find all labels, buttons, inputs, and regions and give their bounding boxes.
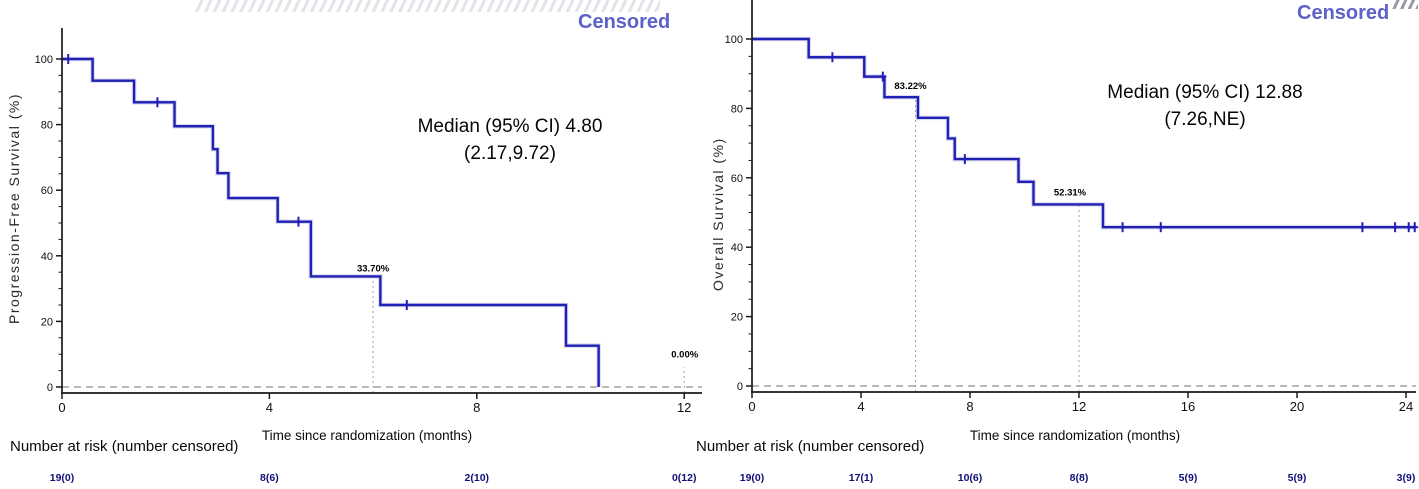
y-tick-label: 40 [41,251,53,263]
y-tick-label: 60 [731,173,743,185]
x-tick-label: 4 [266,400,273,415]
risk-value: 8(8) [1070,472,1089,484]
y-tick-label: 60 [41,185,53,197]
censor-mark [1405,222,1413,233]
risk-value: 5(9) [1288,472,1307,484]
os-risk-header: Number at risk (number censored) [696,438,925,455]
percent-annotation: 52.31% [1054,187,1087,198]
x-tick-label: 8 [966,399,973,414]
os-median-line1: Median (95% CI) 12.88 [1107,82,1303,103]
y-tick-label: 100 [725,34,743,46]
censor-mark [1157,222,1165,233]
pfs-censored-legend: Censored [578,11,671,33]
censor-mark [64,54,72,64]
os-censored-legend: Censored [1297,2,1390,24]
artifact-hatch-band [195,0,660,12]
pfs-km-plot: 33.70% 0.00% 0 20 40 60 80 100 0 4 8 12 19(0) 8(6) 2(1… [35,28,702,484]
censor-mark [879,71,887,82]
x-tick-label: 12 [677,400,691,415]
pfs-x-axis-title: Time since randomization (months) [261,428,473,443]
pfs-median-line2: (2.17,9.72) [464,143,556,164]
os-x-axis-title: Time since randomization (months) [969,428,1181,443]
risk-value: 5(9) [1179,472,1198,484]
censor-mark [1411,222,1419,233]
y-tick-label: 80 [731,103,743,115]
censor-mark [403,300,411,310]
x-tick-label: 8 [473,400,480,415]
artifact-marks [1392,0,1418,9]
x-tick-label: 20 [1290,399,1304,414]
censor-mark [961,154,969,165]
km-curve-halo [62,56,601,387]
x-tick-label: 0 [58,400,65,415]
risk-value: 3(9) [1397,472,1416,484]
y-tick-label: 0 [737,381,743,393]
km-curve-halo [752,36,1416,230]
km-curve [62,57,600,387]
risk-value: 10(6) [958,472,983,484]
percent-annotation: 0.00% [671,349,698,360]
x-tick-label: 4 [857,399,864,414]
km-curve [752,37,1416,229]
x-tick-label: 16 [1181,399,1195,414]
censor-mark [1391,222,1399,233]
y-tick-label: 0 [47,382,53,394]
y-tick-label: 40 [731,242,743,254]
risk-value: 8(6) [260,472,279,484]
x-tick-label: 12 [1072,399,1086,414]
y-tick-label: 80 [41,120,53,132]
y-tick-label: 20 [41,316,53,328]
risk-value: 0(12) [672,472,697,484]
risk-value: 19(0) [740,472,765,484]
censor-mark [828,52,836,63]
censor-mark [1119,222,1127,233]
y-tick-label: 100 [35,54,53,66]
pfs-median-line1: Median (95% CI) 4.80 [417,116,603,137]
risk-value: 19(0) [50,472,75,484]
x-tick-label: 0 [748,399,755,414]
os-y-axis-title: Overall Survival (%) [710,137,726,292]
censor-mark [153,97,161,108]
os-median-line2: (7.26,NE) [1164,109,1246,130]
x-tick-label: 24 [1399,399,1413,414]
risk-value: 2(10) [465,472,490,484]
risk-value: 17(1) [849,472,874,484]
percent-annotation: 83.22% [894,81,927,92]
pfs-risk-header: Number at risk (number censored) [10,438,239,455]
y-tick-label: 20 [731,312,743,324]
pfs-y-axis-title: Progression-Free Survival (%) [6,93,22,325]
censor-mark [294,216,302,227]
censor-mark [1358,222,1366,233]
percent-annotation: 33.70% [357,263,390,274]
os-km-plot: 83.22% 52.31% 0 20 40 60 80 100 0 4 8 12 16 20 24 19(0)… [725,0,1419,484]
